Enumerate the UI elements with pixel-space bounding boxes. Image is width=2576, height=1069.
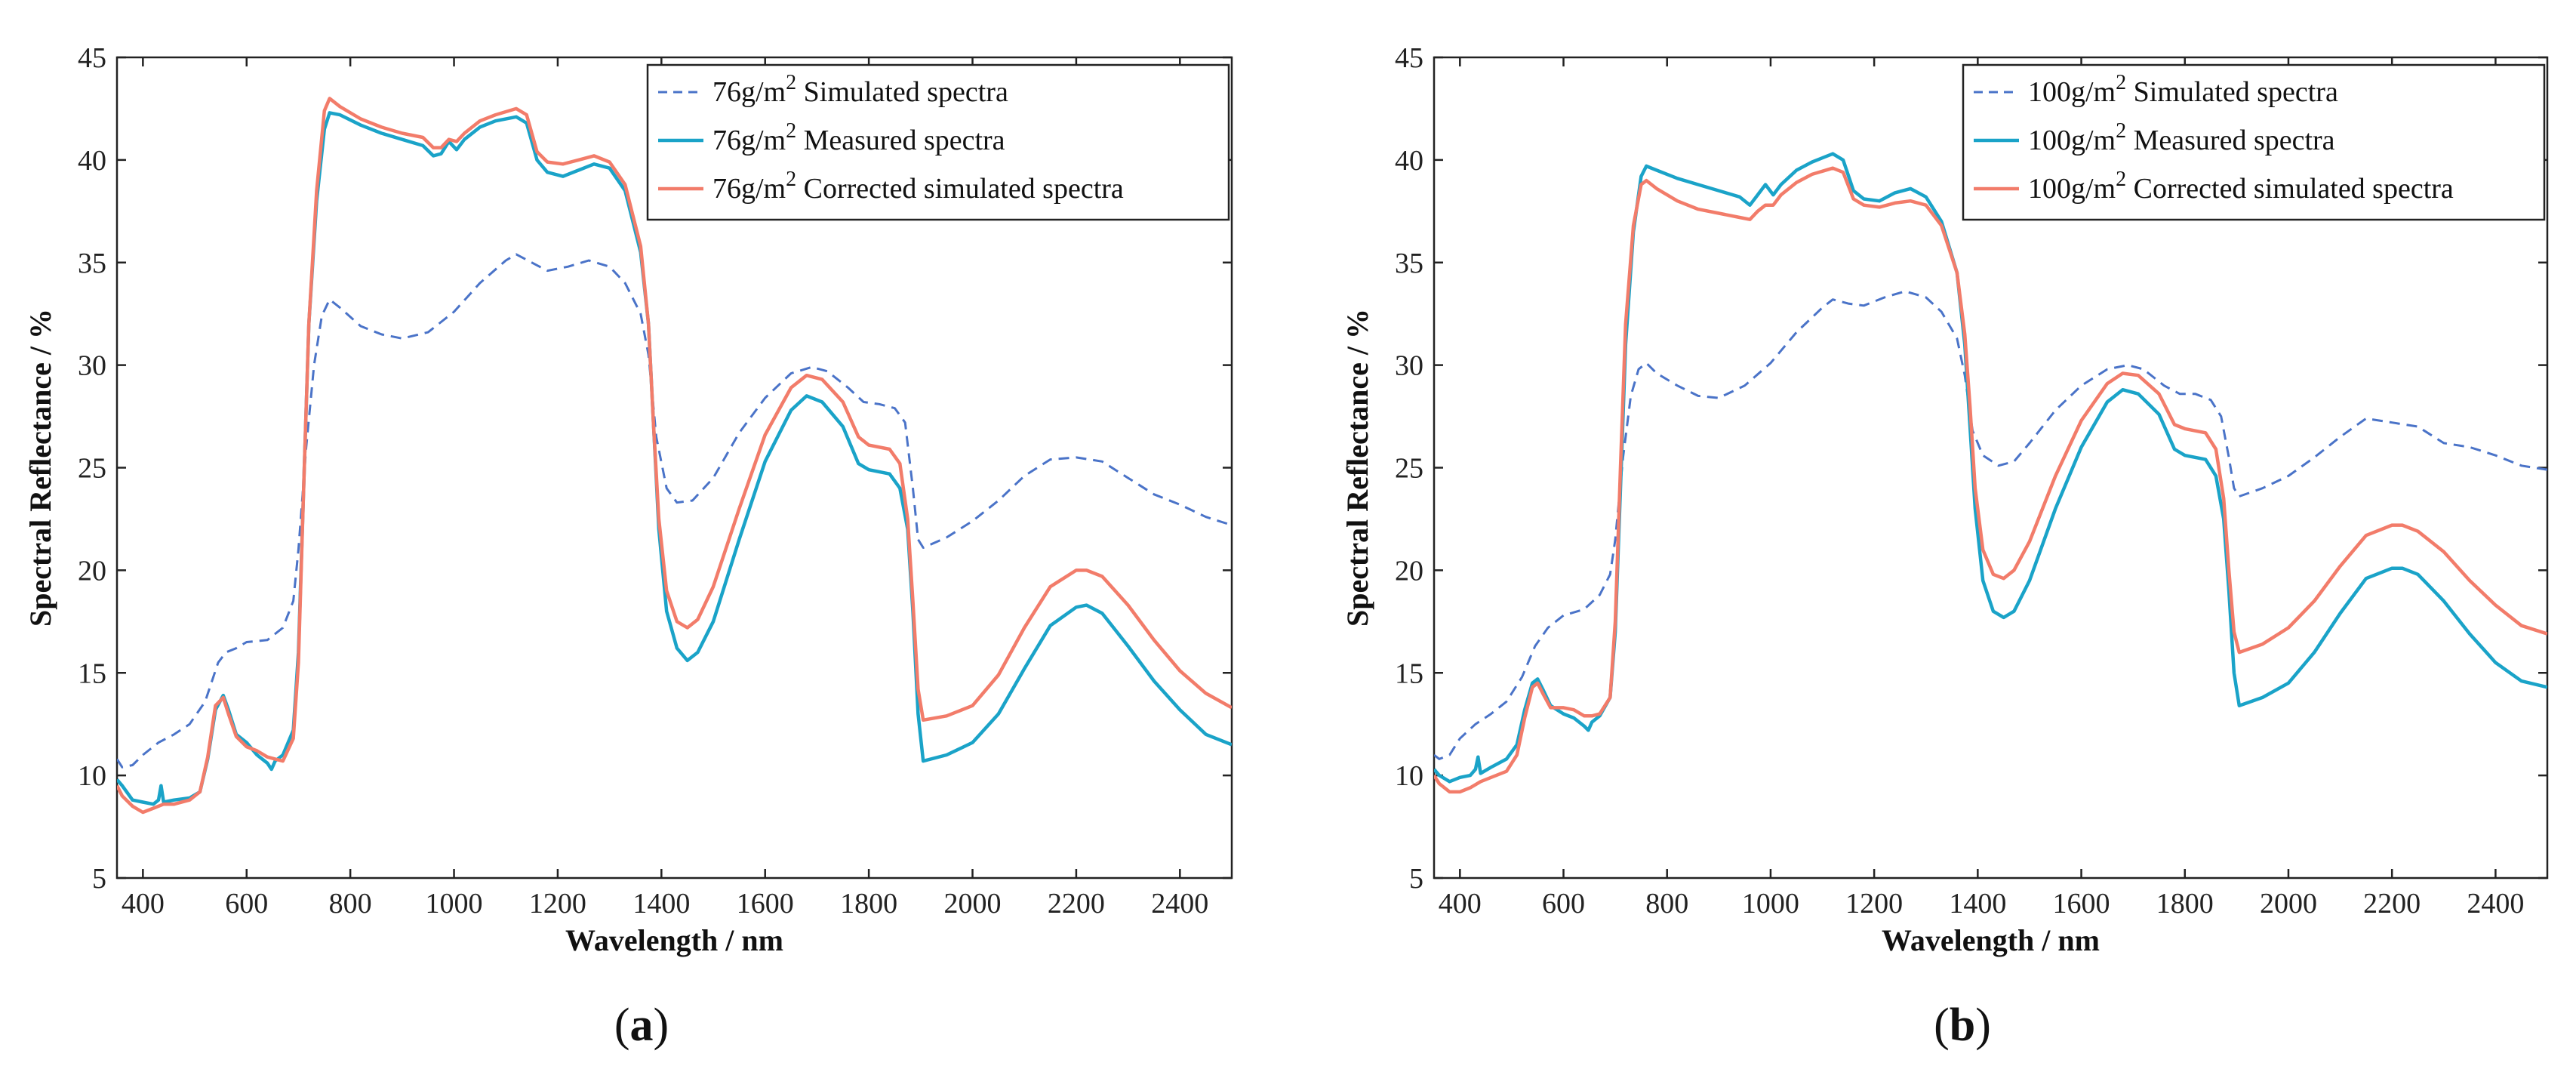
legend-entry-suffix: Measured spectra <box>2126 125 2335 156</box>
legend-entry-superscript: 2 <box>786 71 796 94</box>
legend-entry-suffix: Corrected simulated spectra <box>796 173 1124 205</box>
series-line-corrected <box>1434 166 2547 794</box>
series-line-simulated <box>117 253 1232 769</box>
legend-entry: 76g/m2 Simulated spectra <box>712 71 1008 108</box>
y-tick-label: 10 <box>78 760 106 792</box>
legend-entry: 100g/m2 Corrected simulated spectra <box>2028 168 2454 205</box>
y-tick-label: 30 <box>78 350 106 382</box>
legend-entry-suffix: Corrected simulated spectra <box>2126 173 2454 205</box>
legend-entry: 76g/m2 Corrected simulated spectra <box>712 168 1124 205</box>
legend-box <box>1962 63 2546 221</box>
y-tick-label: 20 <box>1395 555 1423 587</box>
y-tick-label: 40 <box>1395 145 1423 177</box>
y-tick-label: 10 <box>1395 760 1423 792</box>
y-tick-label: 25 <box>78 453 106 485</box>
y-tick-label: 15 <box>1395 658 1423 689</box>
x-tick-label: 1400 <box>632 888 690 920</box>
legend-entry: 76g/m2 Measured spectra <box>712 119 1005 156</box>
chart-panel-b: 400 600 800 1000 1200 1400 1600 1800 2000 2200 240… <box>1340 42 2549 1051</box>
y-tick-label: 35 <box>1395 248 1423 279</box>
legend-entry-superscript: 2 <box>2116 119 2126 143</box>
x-tick-label: 1000 <box>426 888 483 920</box>
legend-entry-prefix: 100g/m <box>2028 125 2116 156</box>
x-tick-label: 2400 <box>1151 888 1208 920</box>
legend-entry-prefix: 76g/m <box>712 125 786 156</box>
x-tick-label: 2400 <box>2467 888 2524 920</box>
x-tick-label: 600 <box>225 888 268 920</box>
legend-entry: 100g/m2 Simulated spectra <box>2028 71 2338 108</box>
panel-label-open: ( <box>614 1000 630 1051</box>
x-tick-label: 1200 <box>1845 888 1903 920</box>
y-tick-label: 45 <box>1395 42 1423 74</box>
y-tick-label: 20 <box>78 555 106 587</box>
x-tick-label: 1400 <box>1949 888 2006 920</box>
y-tick-label: 40 <box>78 145 106 177</box>
x-axis-title: Wavelength / nm <box>565 923 783 957</box>
legend-entry-prefix: 76g/m <box>712 76 786 108</box>
y-tick-label: 15 <box>78 658 106 689</box>
panel-label: (a) <box>614 1000 669 1051</box>
series-line-corrected <box>117 97 1232 815</box>
y-tick-label: 5 <box>1409 863 1423 895</box>
x-tick-label: 1800 <box>2156 888 2214 920</box>
legend-entry-suffix: Simulated spectra <box>2126 76 2338 108</box>
x-tick-label: 1600 <box>737 888 794 920</box>
chart-panel-a: 400 600 800 1000 1200 1400 1600 1800 2000 2200 240… <box>23 42 1233 1051</box>
legend-entry-suffix: Simulated spectra <box>796 76 1008 108</box>
legend-entry-prefix: 76g/m <box>712 173 786 205</box>
x-tick-label: 1800 <box>840 888 897 920</box>
series-line-measured <box>1434 152 2547 784</box>
legend-box <box>646 63 1230 221</box>
series-line-simulated <box>1434 290 2547 760</box>
x-tick-label: 800 <box>1645 888 1688 920</box>
x-axis-title: Wavelength / nm <box>1882 923 2100 957</box>
x-tick-label: 1600 <box>2053 888 2110 920</box>
x-tick-label: 2200 <box>1048 888 1105 920</box>
x-tick-label: 400 <box>122 888 165 920</box>
x-tick-label: 2200 <box>2363 888 2421 920</box>
panel-label-letter: b <box>1950 1000 1975 1051</box>
x-tick-label: 600 <box>1542 888 1585 920</box>
legend-entry-superscript: 2 <box>786 119 796 143</box>
panel-label: (b) <box>1934 1000 1991 1051</box>
y-tick-label: 45 <box>78 42 106 74</box>
legend-entry-superscript: 2 <box>786 168 796 191</box>
legend-entry-prefix: 100g/m <box>2028 76 2116 108</box>
x-tick-label: 400 <box>1439 888 1482 920</box>
panel-label-open: ( <box>1934 1000 1950 1051</box>
legend-entry: 100g/m2 Measured spectra <box>2028 119 2335 156</box>
legend-entry-suffix: Measured spectra <box>796 125 1005 156</box>
legend-entry-prefix: 100g/m <box>2028 173 2116 205</box>
x-tick-label: 800 <box>329 888 372 920</box>
panel-label-letter: a <box>630 1000 654 1051</box>
x-tick-label: 2000 <box>944 888 1002 920</box>
x-tick-label: 1200 <box>529 888 586 920</box>
y-axis-title: Spectral Reflectance / % <box>1340 309 1374 627</box>
y-tick-label: 5 <box>92 863 106 895</box>
panel-label-close: ) <box>1975 1000 1991 1051</box>
legend-entry-superscript: 2 <box>2116 168 2126 191</box>
y-tick-label: 25 <box>1395 453 1423 485</box>
y-tick-label: 35 <box>78 248 106 279</box>
y-axis-title: Spectral Reflectance / % <box>23 309 57 627</box>
legend-entry-superscript: 2 <box>2116 71 2126 94</box>
x-tick-label: 1000 <box>1742 888 1799 920</box>
y-tick-label: 30 <box>1395 350 1423 382</box>
panel-label-close: ) <box>654 1000 669 1051</box>
x-tick-label: 2000 <box>2260 888 2317 920</box>
